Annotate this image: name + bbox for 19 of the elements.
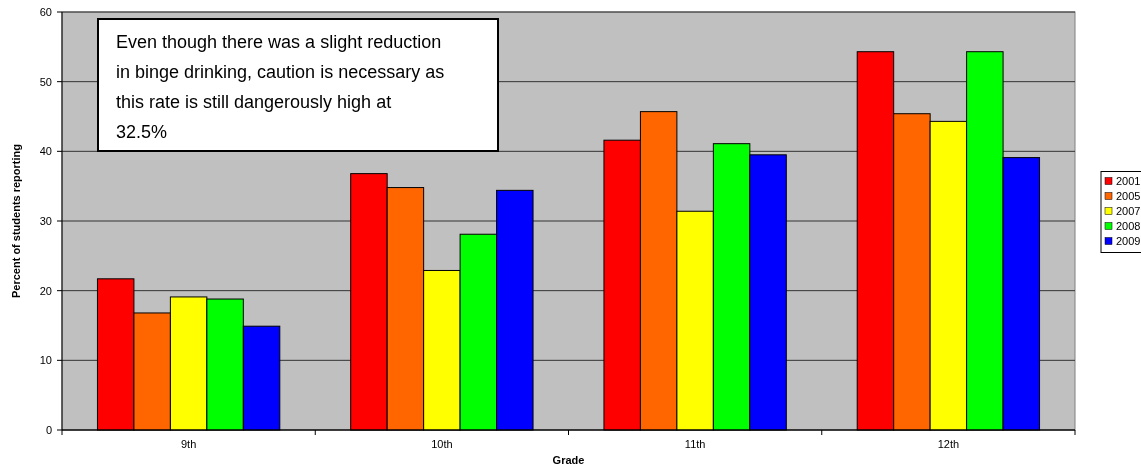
legend-label: 2009 (1116, 235, 1141, 248)
x-tick-label: 12th (937, 438, 960, 450)
legend-label: 2008 (1116, 220, 1141, 233)
annotation: Even though there was a slight reduction in binge drinking, caution is necessary as this rate is still dangerously high at 32.5% (116, 32, 445, 142)
y-tick-label: 50 (39, 75, 52, 88)
x-tick-label: 11th (684, 438, 706, 450)
y-tick-label: 30 (39, 214, 52, 227)
y-tick-label: 10 (39, 354, 52, 367)
legend-label: 2001 (1116, 175, 1141, 188)
legend-label: 2007 (1116, 205, 1141, 218)
x-axis-title: Grade (552, 454, 585, 466)
y-tick-label: 40 (39, 145, 52, 158)
y-tick-label: 0 (45, 423, 52, 436)
x-tick-label: 9th (180, 438, 197, 450)
y-tick-label: 20 (39, 284, 52, 297)
y-axis-title: Percent of students reporting (10, 143, 22, 299)
x-tick-label: 10th (431, 438, 453, 450)
legend-label: 2005 (1116, 190, 1141, 203)
y-tick-label: 60 (39, 5, 52, 18)
